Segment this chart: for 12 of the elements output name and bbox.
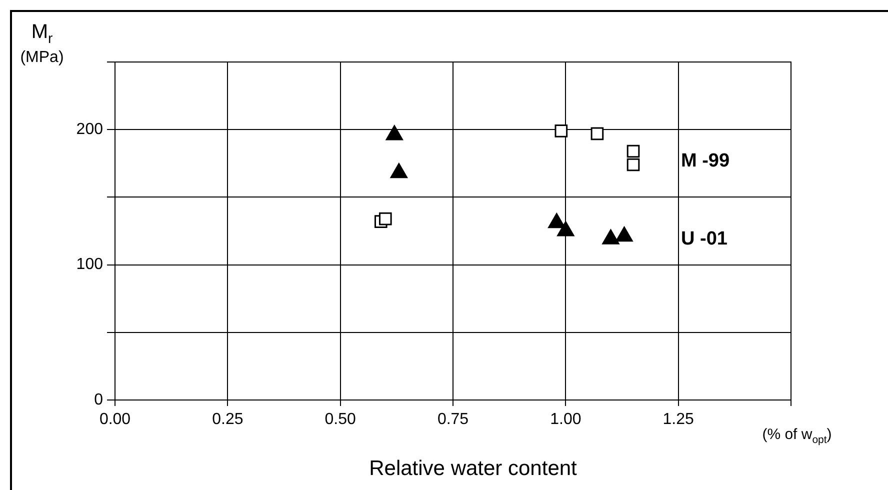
x-tick-label: 1.00 bbox=[550, 411, 582, 428]
x-tick-label: 0.00 bbox=[99, 411, 131, 428]
x-tick-label: 0.25 bbox=[212, 411, 244, 428]
x-tick-label: 1.25 bbox=[662, 411, 694, 428]
text: U -01 bbox=[681, 228, 728, 250]
x-axis-title: Relative water content bbox=[369, 457, 578, 480]
y-tick-label: 200 bbox=[76, 121, 104, 138]
y-tick-label: 0 bbox=[94, 391, 104, 408]
x-tick-label: 0.50 bbox=[324, 411, 356, 428]
text: M -99 bbox=[681, 150, 730, 172]
x-tick-label: 0.75 bbox=[437, 411, 469, 428]
y-tick-label: 100 bbox=[76, 256, 104, 274]
